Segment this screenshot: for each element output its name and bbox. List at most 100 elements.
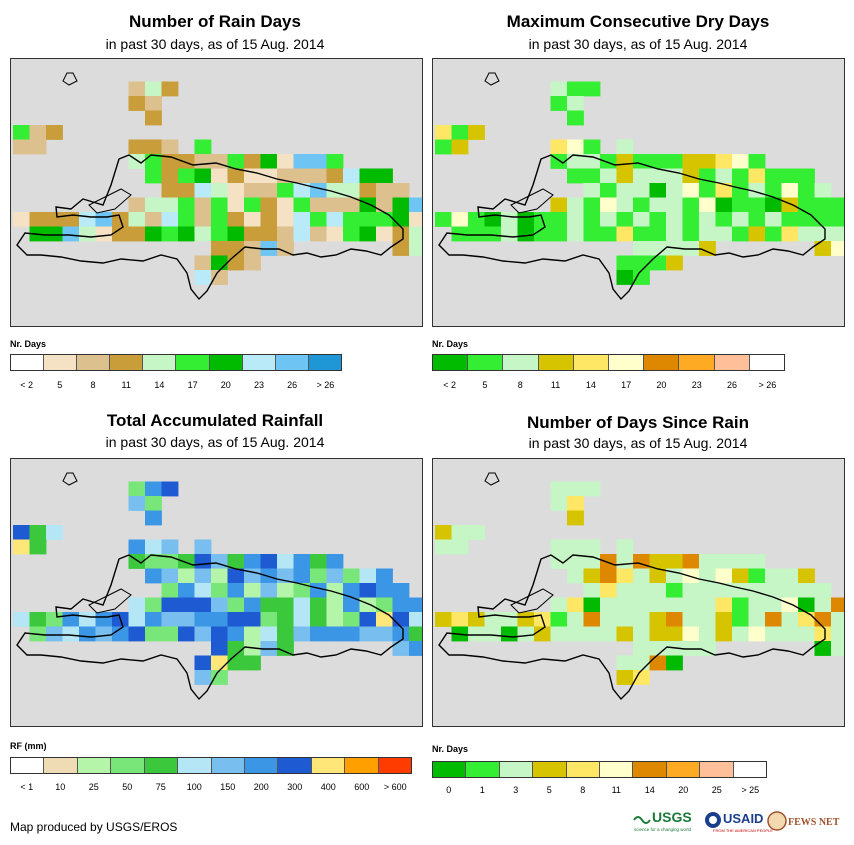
map-cell — [326, 226, 344, 242]
legend-swatch — [11, 355, 45, 370]
map-cell — [616, 270, 634, 285]
legend-tick-label: > 26 — [316, 380, 335, 390]
map-cell — [831, 226, 844, 242]
map-cell — [435, 539, 452, 555]
map-cell — [666, 168, 683, 184]
map-cell — [194, 183, 212, 198]
map-cell — [567, 197, 584, 213]
map-cell — [666, 554, 683, 569]
map-cell — [435, 612, 452, 627]
map-rain-days — [10, 58, 423, 327]
legend-swatch — [209, 355, 243, 370]
map-cell — [227, 197, 245, 213]
map-cell — [293, 626, 311, 642]
map-cell — [468, 226, 485, 242]
map-cell — [326, 597, 344, 613]
map-cell — [666, 655, 683, 671]
map-total-rainfall — [10, 458, 423, 727]
map-cell — [715, 212, 733, 227]
map-cell — [567, 539, 584, 555]
map-cell — [145, 612, 162, 627]
map-cell — [732, 226, 749, 242]
map-cell — [194, 597, 212, 613]
map-cell — [376, 583, 393, 598]
map-cell — [29, 125, 47, 140]
map-cell — [227, 641, 245, 656]
legend-bar — [10, 757, 412, 774]
map-cell — [161, 168, 179, 184]
map-cell — [666, 612, 683, 627]
map-cell — [484, 626, 502, 642]
map-cell — [715, 626, 733, 642]
map-cell — [748, 197, 766, 213]
legend-swatch — [308, 355, 341, 370]
map-cell — [550, 612, 568, 627]
map-cell — [732, 597, 749, 613]
map-cell — [178, 154, 195, 169]
map-cell — [145, 597, 162, 613]
map-cell — [748, 154, 766, 169]
legend-swatch — [211, 758, 245, 773]
map-cell — [616, 554, 634, 569]
legend-title: Nr. Days — [432, 744, 469, 754]
map-cell — [211, 154, 228, 169]
map-cell — [293, 183, 311, 198]
map-cell — [633, 154, 650, 169]
map-cell — [715, 183, 733, 198]
map-cell — [161, 612, 179, 627]
map-cell — [781, 168, 799, 184]
map-cell — [211, 197, 228, 213]
map-cell — [161, 139, 179, 155]
map-cell — [616, 183, 634, 198]
map-cell — [765, 626, 782, 642]
map-cell — [550, 212, 568, 227]
map-cell — [161, 583, 179, 598]
map-svg — [13, 72, 422, 301]
map-cell — [145, 226, 162, 242]
map-cell — [310, 212, 327, 227]
map-cell — [550, 539, 568, 555]
map-cell — [145, 81, 162, 97]
map-cell — [699, 183, 716, 198]
map-cell — [600, 612, 617, 627]
map-cell — [128, 626, 146, 642]
map-cell — [781, 183, 799, 198]
map-cell — [227, 554, 245, 569]
map-cell — [194, 655, 212, 671]
map-cell — [567, 612, 584, 627]
map-cell — [765, 197, 782, 213]
map-cell — [145, 539, 162, 555]
map-cell — [161, 81, 179, 97]
map-cell — [79, 626, 96, 642]
logos-svg: USGS science for a changing world USAID … — [633, 809, 840, 833]
map-cell — [616, 255, 634, 271]
map-cell — [765, 212, 782, 227]
legend-tick-label: 23 — [691, 380, 702, 390]
map-cell — [277, 612, 294, 627]
map-cell — [359, 626, 377, 642]
map-cell — [798, 568, 815, 584]
legend-tick-label: 8 — [517, 380, 523, 390]
map-cell — [501, 612, 518, 627]
legend-tick-label: 50 — [122, 782, 133, 792]
legend-tick-label: 1 — [479, 785, 485, 795]
map-cell — [633, 212, 650, 227]
legend-bar — [10, 354, 342, 371]
map-cell — [326, 554, 344, 569]
legend-tick-label: 14 — [644, 785, 655, 795]
map-cell — [211, 241, 228, 256]
map-cell — [211, 626, 228, 642]
map-cell — [633, 583, 650, 598]
legend-swatch — [503, 355, 539, 370]
map-cell — [211, 554, 228, 569]
map-cell — [46, 212, 63, 227]
map-cell — [649, 183, 667, 198]
legend-tick-label: 5 — [546, 785, 552, 795]
map-cell — [310, 583, 327, 598]
map-cell — [649, 612, 667, 627]
map-cell — [435, 125, 452, 140]
map-cell — [732, 554, 749, 569]
map-cell — [468, 626, 485, 642]
map-cell — [227, 212, 245, 227]
map-cell — [649, 212, 667, 227]
